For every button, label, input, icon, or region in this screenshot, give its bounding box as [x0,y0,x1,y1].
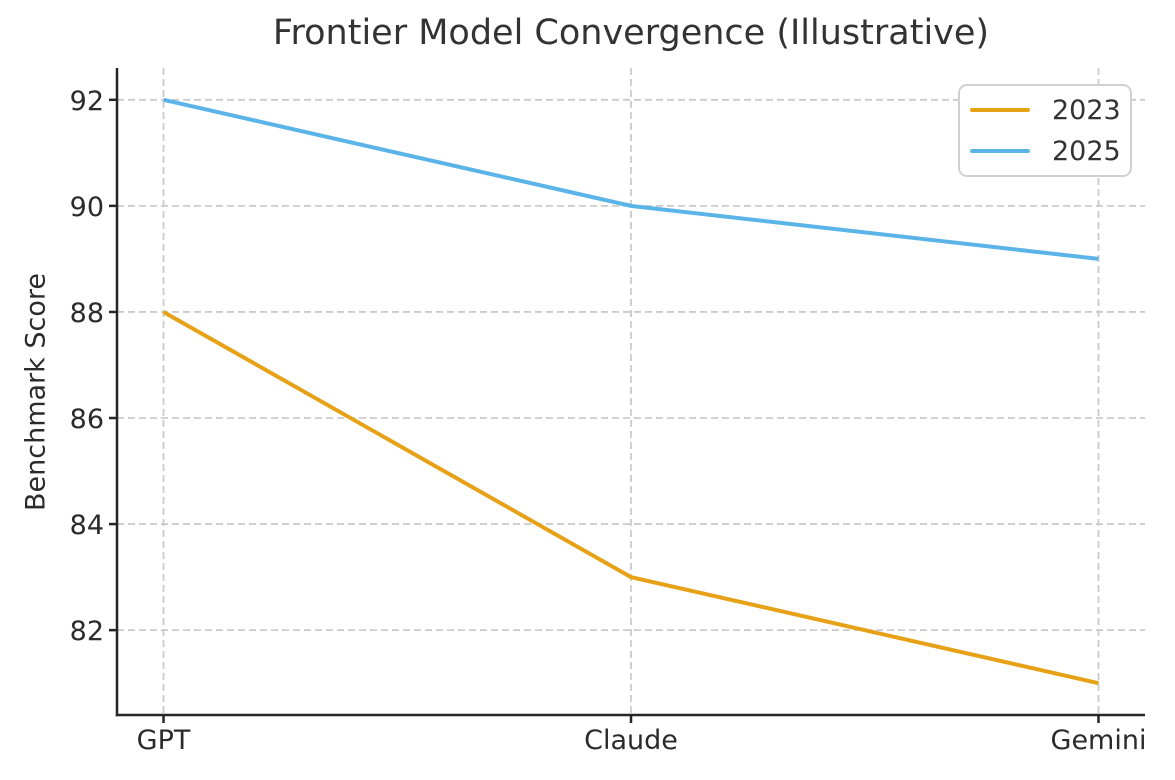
chart-title: Frontier Model Convergence (Illustrative… [272,13,990,53]
x-tick-label: Claude [584,725,678,756]
y-tick-label: 84 [70,510,104,541]
legend-label: 2023 [1052,94,1121,126]
y-tick-label: 90 [70,192,104,223]
x-tick-label: GPT [137,725,191,756]
legend-item: 2025 [970,136,1121,167]
y-tick-label: 88 [70,298,104,329]
y-tick-label: 82 [70,616,104,647]
series-line-2025 [163,97,1099,261]
legend-swatch-2025 [970,149,1030,153]
legend-item: 2023 [970,95,1121,126]
legend: 2023 2025 [958,84,1132,177]
y-tick-label: 86 [70,404,104,435]
legend-swatch-2023 [970,108,1030,112]
series-line-2023 [162,310,1099,686]
x-tick-label: Gemini [1051,725,1147,756]
y-tick-label: 92 [70,86,104,117]
legend-label: 2025 [1052,135,1121,167]
